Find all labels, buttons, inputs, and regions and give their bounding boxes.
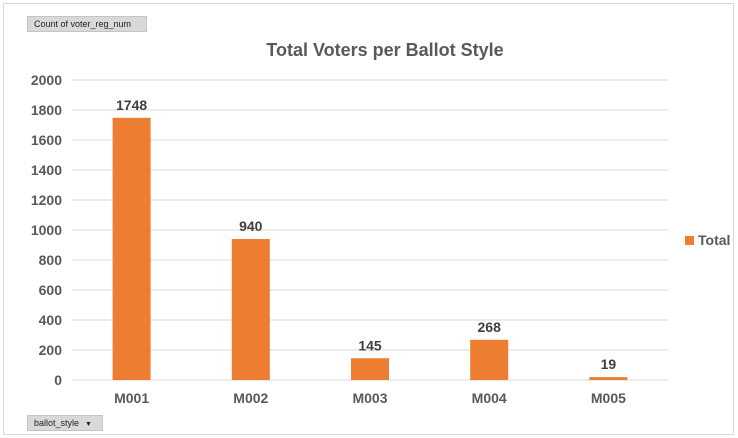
y-tick-label: 2000 [31, 72, 62, 88]
data-label: 19 [601, 356, 617, 372]
y-tick-label: 1400 [31, 162, 62, 178]
value-field-button[interactable]: Count of voter_reg_num [27, 16, 147, 32]
bar [470, 339, 509, 380]
axis-field-label: ballot_style [34, 418, 80, 428]
y-tick-label: 600 [39, 282, 63, 298]
data-label: 145 [358, 337, 382, 353]
bar [589, 377, 628, 380]
y-tick-label: 400 [39, 312, 63, 328]
y-tick-label: 0 [54, 372, 62, 388]
bar [231, 239, 270, 380]
chevron-down-icon[interactable]: ▼ [85, 421, 92, 428]
y-tick-label: 1000 [31, 222, 62, 238]
chart-frame [3, 3, 734, 435]
y-tick-label: 1800 [31, 102, 62, 118]
bar [351, 358, 389, 380]
data-label: 268 [478, 319, 502, 335]
x-tick-label: M002 [233, 390, 268, 406]
legend[interactable]: Total [685, 232, 730, 248]
x-tick-label: M004 [472, 390, 507, 406]
y-tick-label: 1600 [31, 132, 62, 148]
chart-title: Total Voters per Ballot Style [266, 40, 504, 60]
y-tick-label: 1200 [31, 192, 62, 208]
bar [112, 117, 151, 381]
legend-label-total: Total [698, 232, 731, 248]
value-field-label: Count of voter_reg_num [34, 19, 132, 29]
x-tick-label: M001 [114, 390, 149, 406]
data-label: 1748 [116, 97, 147, 113]
axis-field-button[interactable]: ballot_style ▼ [27, 415, 103, 431]
data-label: 940 [239, 218, 263, 234]
legend-swatch-total [685, 235, 694, 245]
x-tick-label: M003 [352, 390, 387, 406]
y-tick-label: 200 [39, 342, 63, 358]
x-tick-label: M005 [591, 390, 626, 406]
y-tick-label: 800 [39, 252, 63, 268]
